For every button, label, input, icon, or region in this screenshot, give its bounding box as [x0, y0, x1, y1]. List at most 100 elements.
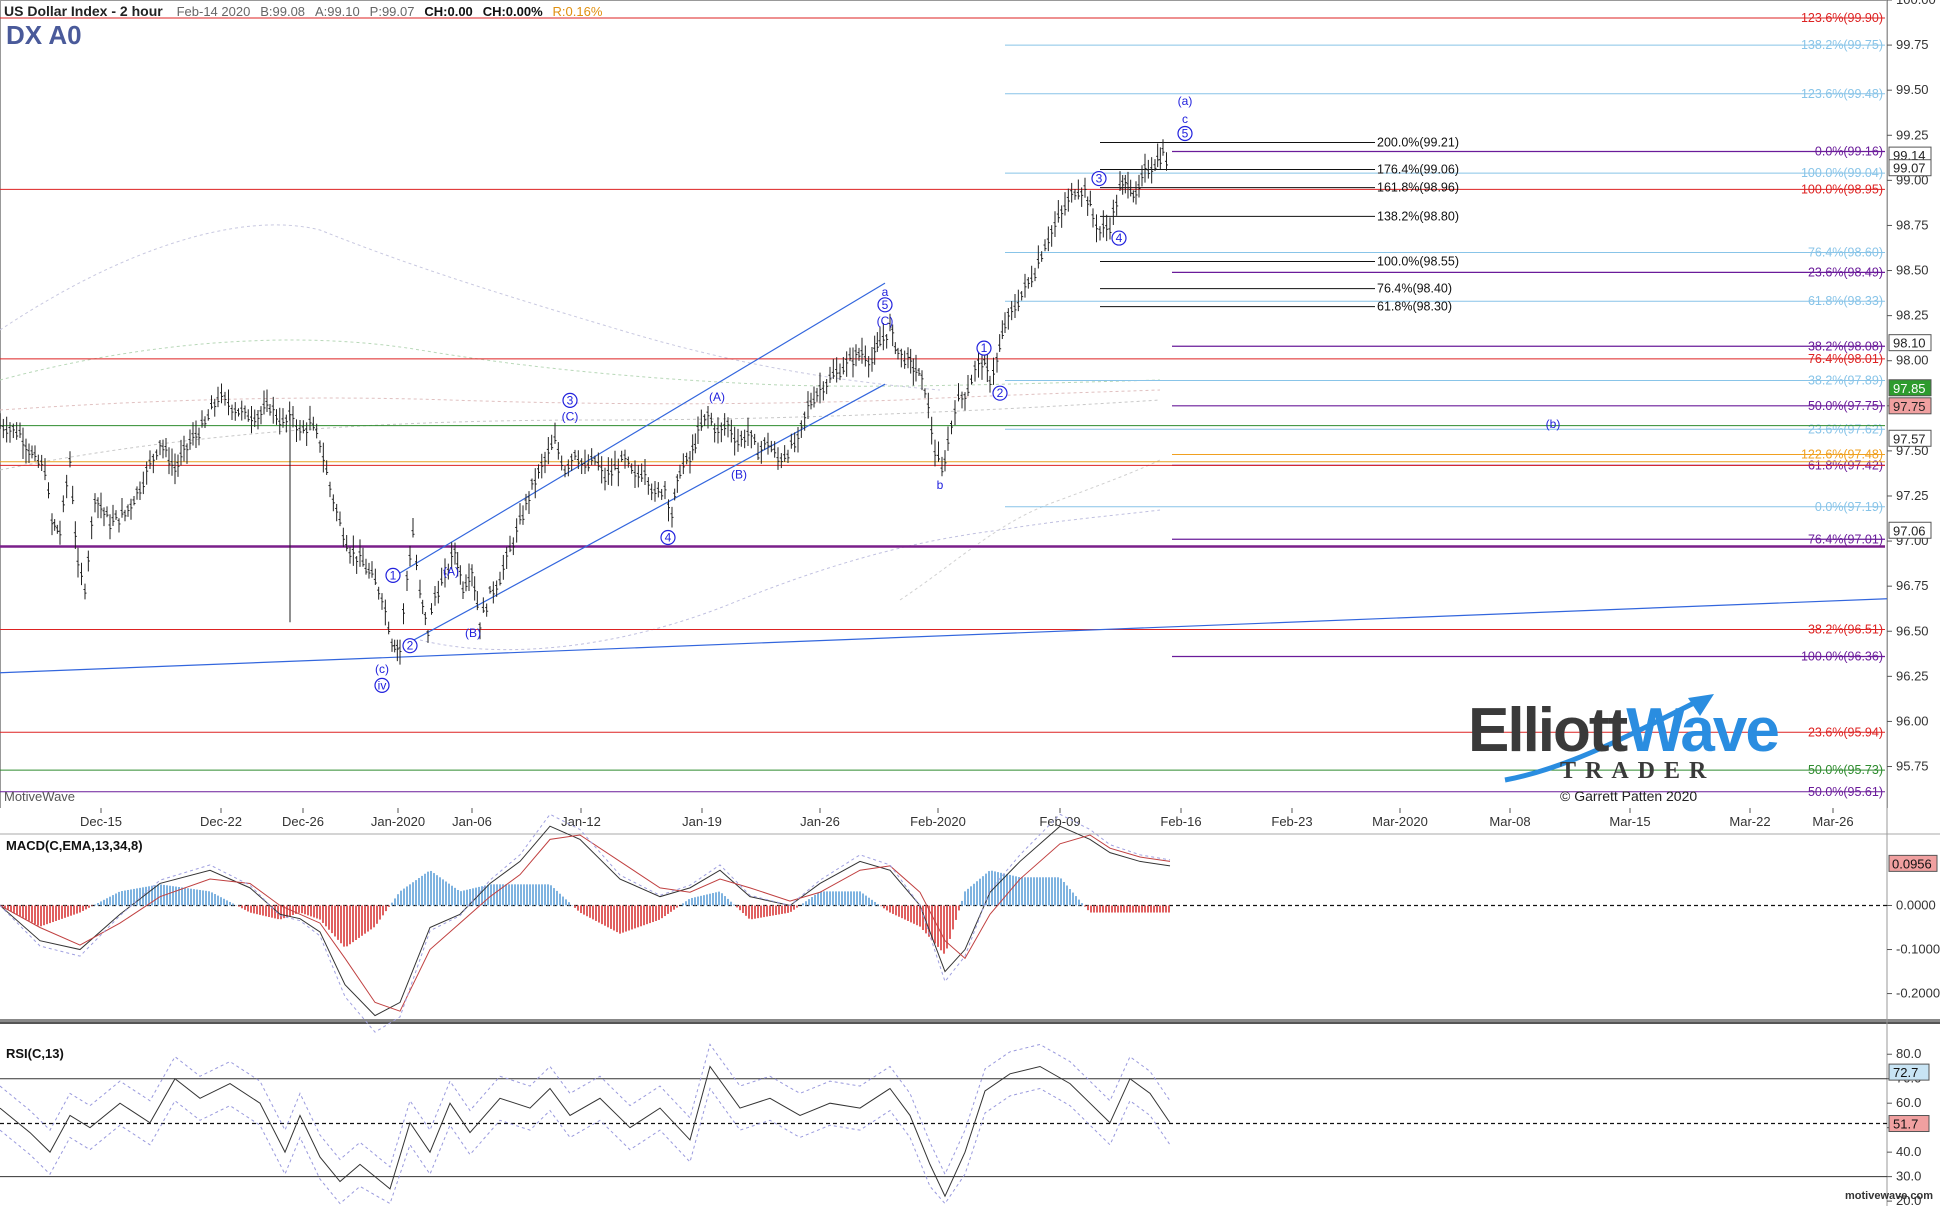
- wave-label: b: [937, 478, 944, 492]
- price-tag-text: 98.10: [1893, 336, 1926, 351]
- fib-level-label: 0.0%(97.19): [1815, 500, 1883, 514]
- macd-value-tag: [1888, 854, 1938, 872]
- time-axis-label: Mar-15: [1609, 814, 1650, 829]
- extension-label: 76.4%(98.40): [1377, 282, 1452, 296]
- fib-level-label: 76.4%(98.01): [1808, 352, 1883, 366]
- rsi-value-tag: [1888, 1115, 1930, 1133]
- price-tag-text: 97.85: [1893, 381, 1926, 396]
- symbol-label: DX A0: [6, 20, 82, 50]
- rsi-axis-label: 20.0: [1896, 1193, 1921, 1206]
- extension-label: 176.4%(99.06): [1377, 163, 1459, 177]
- macd-value-text: 0.0956: [1892, 856, 1932, 871]
- wave-label: iv: [378, 678, 387, 692]
- macd-axis-label: 0.0000: [1896, 897, 1936, 912]
- fib-level-label: 138.2%(99.75): [1801, 38, 1883, 52]
- moving-average-curve: [0, 339, 1161, 387]
- pane-divider-rsi: [0, 1019, 1940, 1024]
- fib-level-label: 23.6%(98.49): [1808, 265, 1883, 279]
- wave-label: (c): [375, 662, 389, 676]
- price-tag-text: 97.06: [1893, 523, 1926, 538]
- rsi-value-text: 51.7: [1893, 1117, 1918, 1132]
- fib-level-label: 100.0%(98.95): [1801, 182, 1883, 196]
- wave-label: 3: [1096, 172, 1103, 186]
- price-tag-box: [1888, 397, 1932, 415]
- price-axis-label: 95.75: [1896, 759, 1929, 774]
- wave-label: (b): [1546, 417, 1561, 431]
- wave-label-circle: [562, 392, 578, 408]
- wave-label-circle: [385, 567, 401, 583]
- time-axis-label: Jan-12: [561, 814, 601, 829]
- pane-divider-dark: [0, 1022, 1940, 1024]
- fib-level-label: 100.0%(99.04): [1801, 166, 1883, 180]
- header-date: Feb-14 2020: [176, 4, 251, 19]
- fib-level-label: 100.0%(96.36): [1801, 650, 1883, 664]
- header-change-pct: CH:0.00%: [482, 4, 543, 19]
- trendline-long: [0, 598, 1888, 674]
- header-bid: B:99.08: [260, 4, 306, 19]
- site-label: motivewave.com: [1845, 1190, 1934, 1202]
- time-axis-label: Jan-06: [452, 814, 492, 829]
- extension-label: 161.8%(98.96): [1377, 181, 1459, 195]
- wave-label: 5: [882, 298, 889, 312]
- time-axis-label: Dec-22: [200, 814, 242, 829]
- fib-level-label: 38.2%(98.08): [1808, 339, 1883, 353]
- header-title: US Dollar Index - 2 hour: [4, 3, 163, 19]
- header-price: P:99.07: [369, 4, 415, 19]
- price-axis-label: 98.00: [1896, 353, 1929, 368]
- price-tag-box: [1888, 334, 1932, 352]
- fib-level-label: 123.6%(99.90): [1801, 11, 1883, 25]
- price-axis-label: 96.75: [1896, 578, 1929, 593]
- price-axis-label: 99.75: [1896, 37, 1929, 52]
- time-axis-label: Jan-19: [682, 814, 722, 829]
- watermark-label: MotiveWave: [4, 789, 76, 804]
- fib-level-label: 38.2%(97.89): [1808, 374, 1883, 388]
- price-tag-text: 97.75: [1893, 399, 1926, 414]
- wave-label: 4: [665, 530, 672, 544]
- price-tag-box: [1888, 159, 1932, 177]
- header-change: CH:0.00: [424, 4, 473, 19]
- time-axis-label: Feb-23: [1271, 814, 1312, 829]
- wave-label-circle: [1177, 125, 1193, 142]
- ewt-logo: ElliottWave TRADER © Garrett Patten 2020: [1468, 700, 1780, 810]
- extension-label: 61.8%(98.30): [1377, 300, 1452, 314]
- wave-label: 5: [1182, 126, 1189, 140]
- wave-label-circle: [976, 340, 992, 356]
- fib-level-label: 0.0%(99.16): [1815, 145, 1883, 159]
- time-axis-label: Jan-2020: [371, 814, 425, 829]
- time-axis-label: Mar-08: [1489, 814, 1530, 829]
- channel-lower: [409, 383, 886, 643]
- wave-label: (B): [731, 467, 747, 481]
- moving-average-curve: [899, 459, 1161, 601]
- wave-label: 2: [997, 386, 1004, 400]
- wave-label-circle: [1111, 230, 1127, 246]
- wave-label-circle: [1091, 170, 1107, 187]
- price-axis-label: 98.50: [1896, 263, 1929, 278]
- price-axis-label: 96.00: [1896, 713, 1929, 728]
- price-tag-box: [1888, 521, 1932, 539]
- time-axis-label: Jan-26: [800, 814, 840, 829]
- time-axis-label: Feb-2020: [910, 814, 966, 829]
- wave-label: (C): [562, 410, 579, 424]
- wave-label: (A): [443, 565, 459, 579]
- moving-average-curve: [0, 399, 1161, 471]
- logo-word-elliott: Elliott: [1468, 696, 1628, 765]
- wave-label: (A): [709, 390, 725, 404]
- fib-level-label: 38.2%(96.51): [1808, 622, 1883, 636]
- macd-line: [0, 825, 1171, 1017]
- extension-label: 138.2%(98.80): [1377, 209, 1459, 223]
- time-axis-label: Mar-2020: [1372, 814, 1428, 829]
- logo-swoosh: [1504, 697, 1702, 783]
- time-axis-label: Dec-26: [282, 814, 324, 829]
- copyright-label: © Garrett Patten 2020: [1560, 788, 1698, 804]
- moving-average-curve: [0, 224, 941, 391]
- time-axis-label: Mar-22: [1729, 814, 1770, 829]
- header-ask: A:99.10: [314, 4, 360, 19]
- price-axis-label: 100.00: [1896, 0, 1936, 7]
- wave-label: 1: [390, 568, 397, 582]
- price-tag-text: 99.07: [1893, 161, 1926, 176]
- fib-level-label: 50.0%(95.61): [1808, 785, 1883, 799]
- wave-label: 4: [1116, 231, 1123, 245]
- fib-level-label: 23.6%(97.62): [1808, 422, 1883, 436]
